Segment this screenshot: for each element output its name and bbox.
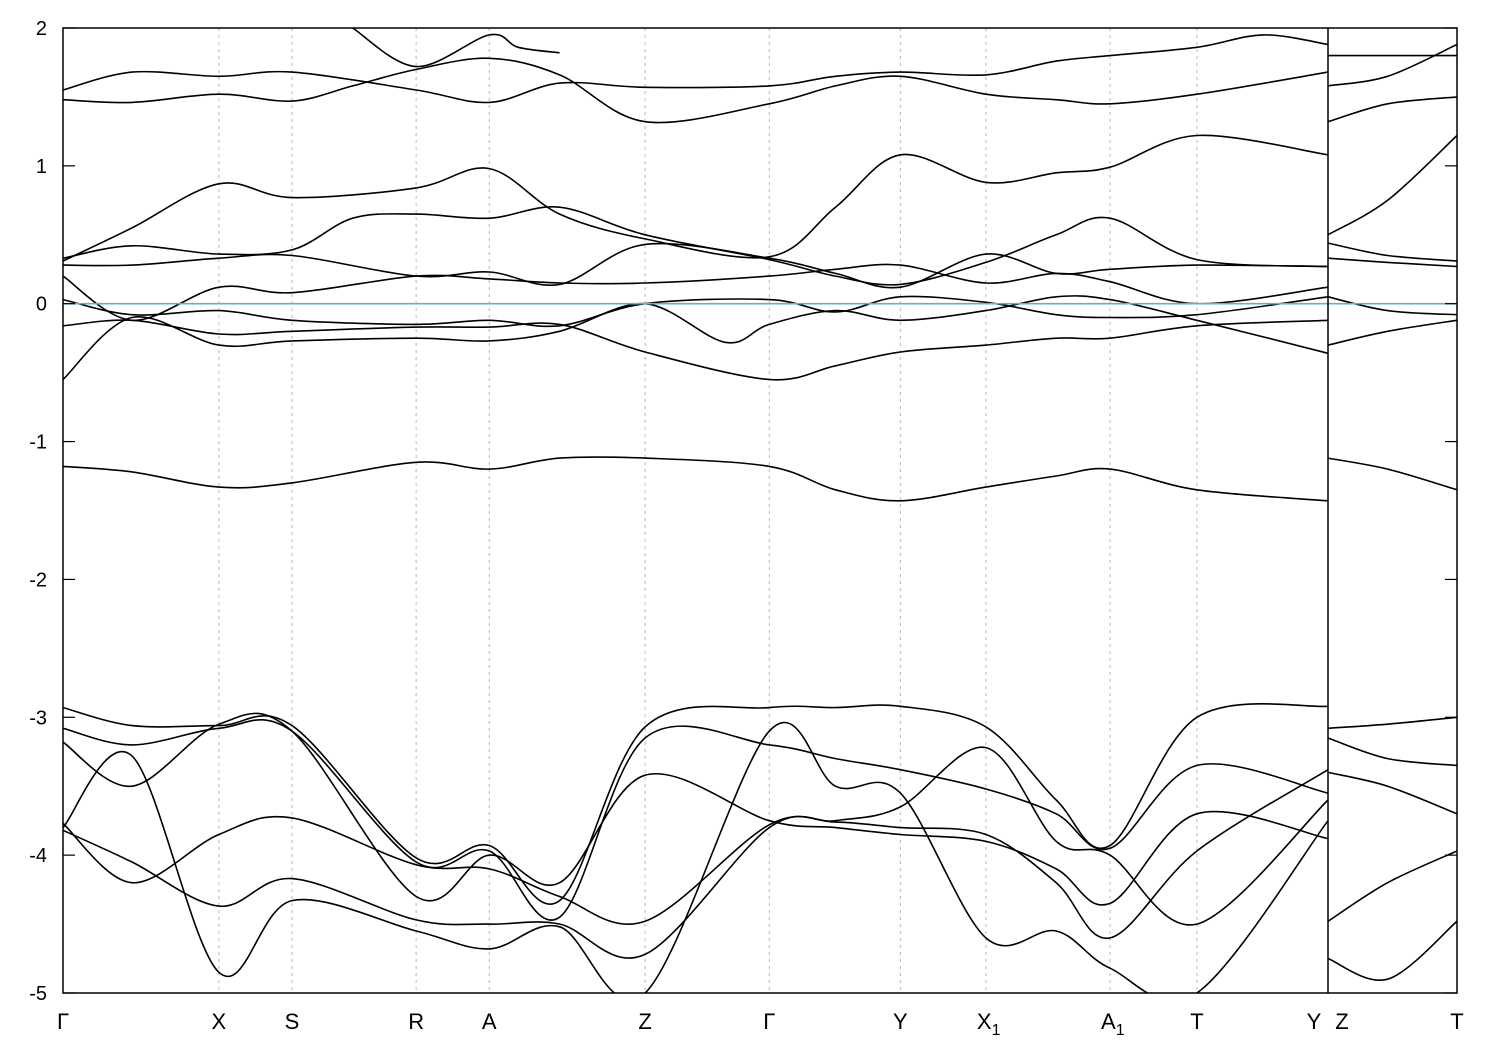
band-line-14: [63, 769, 1329, 939]
x-tick-label: X: [212, 1009, 227, 1034]
band-line-10: [63, 456, 1329, 502]
y-tick-label: -4: [29, 845, 47, 867]
band-line-9: [63, 295, 1329, 381]
band-line-18: [1327, 96, 1457, 123]
plot-border: [62, 27, 1458, 994]
y-tick-label: -5: [29, 983, 47, 1005]
band-line-12: [63, 719, 1329, 921]
y-tick-label: -1: [29, 432, 47, 454]
x-tick-label: Y: [893, 1009, 908, 1034]
band-line-17: [1327, 43, 1457, 87]
x-tick-label: R: [408, 1009, 424, 1034]
band-line-21: [1327, 242, 1457, 262]
band-line-7: [63, 295, 1329, 328]
x-tick-label: A: [482, 1009, 497, 1034]
x-axis-ticks: Γ X S R A Z Γ Y X1 A1 T Y Z T: [57, 1009, 1464, 1039]
band-line-3: [63, 134, 1329, 262]
band-line-13: [63, 712, 1329, 906]
band-line-22: [1327, 257, 1457, 268]
band-line-26: [1327, 716, 1457, 730]
x-tick-label: T: [1450, 1009, 1463, 1034]
y-axis-ticks: 2 1 0 -1 -2 -3 -4 -5: [29, 18, 1457, 1005]
band-line-28: [1327, 771, 1457, 815]
x-tick-label: Γ: [57, 1009, 69, 1034]
x-tick-label: Y: [1307, 1009, 1322, 1034]
x-tick-label: Z: [1335, 1009, 1348, 1034]
band-line-8: [63, 319, 1329, 381]
y-tick-label: 0: [36, 294, 47, 316]
band-line-27: [1327, 737, 1457, 767]
band-line-25: [1327, 457, 1457, 491]
band-line-20: [1327, 134, 1457, 236]
y-tick-label: -2: [29, 569, 47, 591]
x-tick-label: S: [285, 1009, 300, 1034]
band-lines: [63, 28, 1457, 993]
y-tick-label: 1: [36, 156, 47, 178]
x-tick-label: A1: [1101, 1009, 1125, 1039]
x-tick-label: T: [1190, 1009, 1203, 1034]
band-line-6: [63, 263, 1329, 322]
y-tick-label: -3: [29, 707, 47, 729]
band-line-23: [1327, 296, 1457, 316]
x-tick-label: Z: [638, 1009, 651, 1034]
band-line-5: [63, 242, 1329, 289]
band-line-1: [63, 57, 1329, 124]
band-line-16: [63, 721, 1329, 993]
plot-frame: [62, 27, 1458, 994]
y-tick-label: 2: [36, 18, 47, 40]
band-line-2: [352, 28, 560, 68]
band-line-30: [1327, 920, 1457, 982]
band-line-4: [63, 206, 1329, 286]
band-line-0: [63, 34, 1329, 104]
x-tick-label: Γ: [763, 1009, 775, 1034]
band-line-24: [1327, 319, 1457, 346]
x-tick-label: X1: [977, 1009, 1001, 1039]
band-line-15: [63, 746, 1329, 959]
band-line-29: [1327, 850, 1457, 922]
